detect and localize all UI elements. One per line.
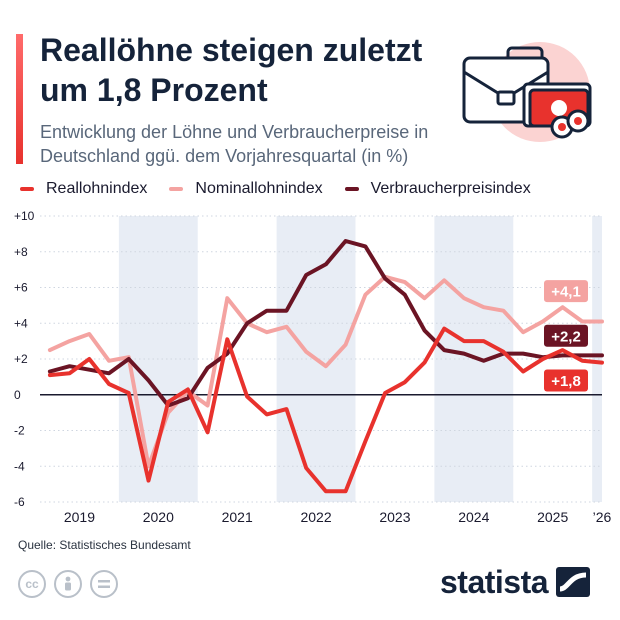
line-chart: -6 -4 -2 0 +2 +4 +6 +8 +10 2019 2020 2021 2022 2023 20… <box>14 209 612 525</box>
end-label-badge-real <box>544 369 588 392</box>
legend-label-nominal: Nominallohnindex <box>195 180 323 197</box>
brand-wordmark: statista <box>440 563 549 600</box>
x-tick-label: 2023 <box>379 509 410 525</box>
legend-label-cpi: Verbraucherpreisindex <box>370 180 531 197</box>
legend-swatch-real <box>20 187 34 191</box>
series-line-cpi <box>47 239 604 408</box>
end-label-real: +1,8 <box>544 369 588 392</box>
end-label-nominal: +4,1 <box>544 280 588 303</box>
end-label-cpi: +2,2 <box>544 324 588 347</box>
series-line-nominal <box>47 274 604 469</box>
y-tick-label: -4 <box>14 459 25 473</box>
legend-item-nominal: Nominallohnindex <box>169 180 323 198</box>
legend-item-cpi: Verbraucherpreisindex <box>344 180 531 198</box>
x-tick-label: 2020 <box>143 509 174 525</box>
y-tick-label: +4 <box>14 316 28 330</box>
chart-title: Reallöhne steigen zuletzt um 1,8 Prozent <box>40 32 423 108</box>
statista-brand[interactable]: statista <box>440 560 591 604</box>
statista-logo-icon <box>556 567 591 597</box>
y-tick-label: +6 <box>14 281 28 295</box>
x-tick-label: 2025 <box>537 509 568 525</box>
y-tick-label: +8 <box>14 245 28 259</box>
end-label-text-nominal: +4,1 <box>551 284 581 301</box>
end-label-badge-nominal <box>544 280 588 303</box>
y-tick-label: -2 <box>14 424 25 438</box>
end-label-badge-cpi <box>544 324 588 347</box>
briefcase-money-icon <box>462 42 592 142</box>
legend-swatch-nominal <box>169 187 184 191</box>
x-tick-label: 2021 <box>222 509 253 525</box>
y-tick-label: -6 <box>14 495 25 509</box>
year-band-’26 <box>592 216 602 502</box>
x-tick-label: 2024 <box>458 509 489 525</box>
legend-label-real: Reallohnindex <box>46 180 148 197</box>
title-accent-bar <box>16 34 23 164</box>
by-icon[interactable] <box>54 570 82 598</box>
cc-icon[interactable]: cc <box>18 570 46 598</box>
y-tick-label: +10 <box>14 209 35 223</box>
end-label-text-real: +1,8 <box>551 373 581 390</box>
chart-legend: Reallohnindex Nominallohnindex Verbrauch… <box>20 178 553 200</box>
legend-swatch-cpi <box>344 187 359 191</box>
series-line-real <box>47 326 604 494</box>
equals-icon[interactable] <box>90 570 118 598</box>
x-tick-label: 2019 <box>64 509 95 525</box>
chart-subtitle: Entwicklung der Löhne und Verbraucherpre… <box>40 122 429 166</box>
legend-item-real: Reallohnindex <box>20 180 147 198</box>
y-tick-label: +2 <box>14 352 28 366</box>
y-tick-label: 0 <box>14 388 21 402</box>
license-icons: cc <box>18 570 126 598</box>
x-tick-label: 2022 <box>300 509 331 525</box>
x-tick-label: ’26 <box>593 509 612 525</box>
source-note: Quelle: Statistisches Bundesamt <box>18 538 191 552</box>
end-label-text-cpi: +2,2 <box>551 328 581 345</box>
